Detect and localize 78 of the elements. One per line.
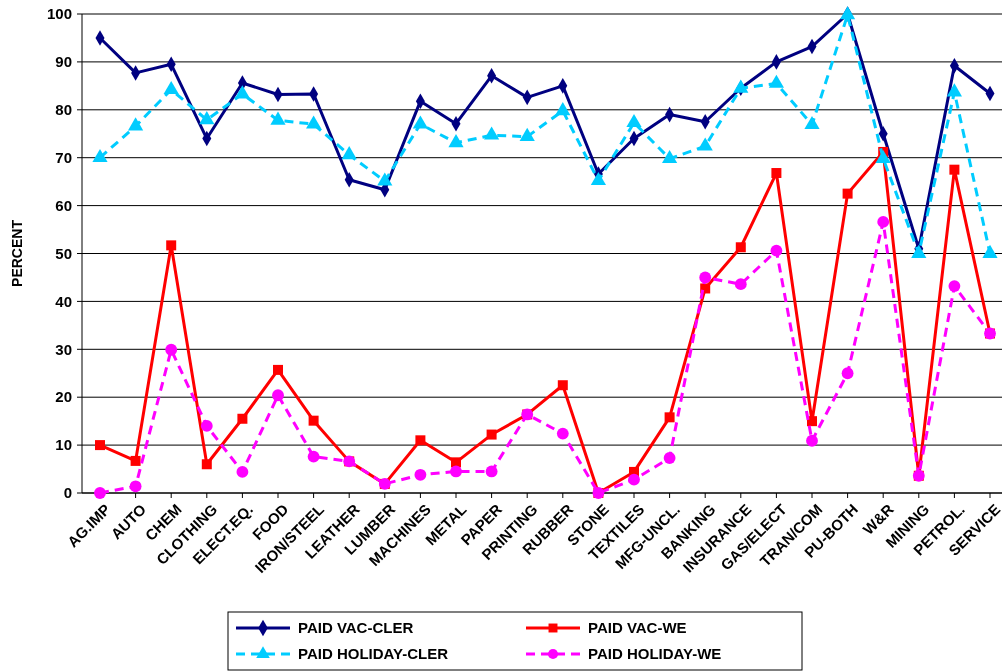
legend-label: PAID VAC-CLER xyxy=(298,619,414,637)
point xyxy=(556,427,569,440)
point xyxy=(768,74,784,88)
point xyxy=(486,429,497,440)
point xyxy=(341,146,357,160)
y-tick-label: 60 xyxy=(55,196,72,214)
legend-label: PAID HOLIDAY-WE xyxy=(588,645,722,663)
point xyxy=(415,435,426,446)
legend-label: PAID VAC-WE xyxy=(588,619,687,637)
point xyxy=(237,413,248,424)
point xyxy=(949,164,960,175)
point xyxy=(307,450,320,463)
point xyxy=(697,137,713,151)
y-axis-title: PERCENT xyxy=(9,219,25,287)
point xyxy=(806,434,818,447)
y-tick-label: 40 xyxy=(55,292,72,310)
y-tick-label: 0 xyxy=(63,484,72,502)
point xyxy=(771,168,782,179)
point xyxy=(734,278,747,291)
point xyxy=(200,420,213,432)
point xyxy=(234,85,250,99)
point xyxy=(735,242,746,253)
point xyxy=(163,80,179,95)
point xyxy=(236,466,249,478)
point xyxy=(875,149,891,164)
point xyxy=(306,115,322,129)
point xyxy=(273,364,283,375)
point xyxy=(911,244,927,258)
point xyxy=(165,343,178,356)
point xyxy=(451,457,461,468)
point xyxy=(519,127,535,142)
point xyxy=(94,487,106,499)
point xyxy=(663,452,676,464)
point xyxy=(92,148,108,163)
point xyxy=(412,115,428,129)
point xyxy=(95,440,105,451)
point xyxy=(270,111,286,125)
point xyxy=(807,416,817,427)
point xyxy=(129,480,142,493)
y-tick-label: 20 xyxy=(55,388,72,406)
point xyxy=(199,111,215,125)
point xyxy=(841,367,854,380)
point xyxy=(485,465,498,478)
y-tick-label: 100 xyxy=(46,5,72,23)
point xyxy=(201,459,212,470)
y-tick-label: 50 xyxy=(55,244,72,262)
point xyxy=(946,83,962,97)
point xyxy=(557,380,568,391)
point xyxy=(414,468,427,481)
point xyxy=(982,244,998,258)
y-tick-label: 70 xyxy=(55,148,72,166)
point xyxy=(662,149,678,164)
point xyxy=(948,280,961,292)
point xyxy=(842,188,853,199)
point xyxy=(664,412,675,423)
y-tick-label: 10 xyxy=(55,436,72,454)
point xyxy=(804,115,820,130)
point xyxy=(484,126,500,140)
point xyxy=(590,171,606,186)
point xyxy=(448,134,464,148)
y-tick-label: 90 xyxy=(55,53,72,71)
point xyxy=(770,244,783,257)
legend-label: PAID HOLIDAY-CLER xyxy=(298,645,449,663)
point xyxy=(626,113,642,128)
y-tick-label: 30 xyxy=(55,340,72,358)
point xyxy=(450,465,462,478)
point xyxy=(166,240,177,251)
point xyxy=(877,215,890,228)
point xyxy=(308,415,319,426)
point xyxy=(130,455,141,466)
point xyxy=(699,271,712,284)
point xyxy=(272,389,284,402)
point xyxy=(377,172,393,186)
point xyxy=(628,473,640,486)
point xyxy=(733,79,749,93)
y-tick-label: 80 xyxy=(55,101,72,119)
point xyxy=(555,101,571,116)
point xyxy=(128,117,144,131)
